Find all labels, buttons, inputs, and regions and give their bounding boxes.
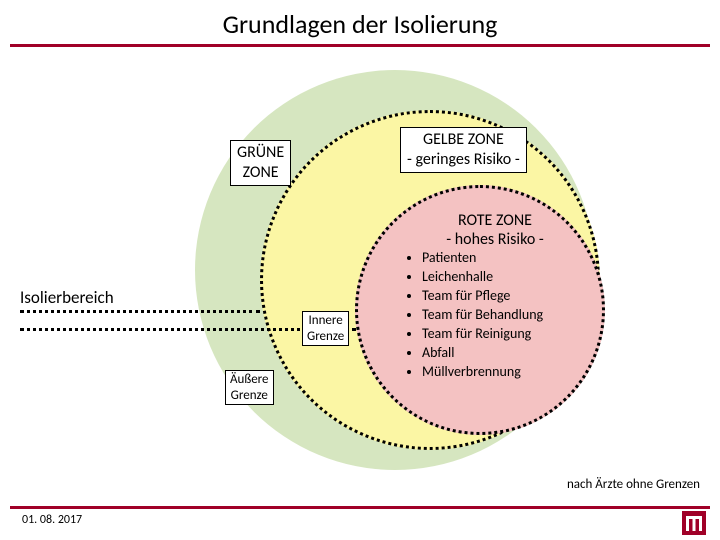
yellow-zone-label-line2: - geringes Risiko - xyxy=(407,150,520,169)
list-item: Abfall xyxy=(422,344,590,363)
yellow-zone-label: GELBE ZONE - geringes Risiko - xyxy=(400,127,527,173)
aussere-grenze-label: Äußere Grenze xyxy=(225,370,274,405)
list-item: Team für Reinigung xyxy=(422,325,590,344)
list-item: Team für Behandlung xyxy=(422,306,590,325)
green-zone-label-line2: ZONE xyxy=(243,163,279,182)
list-item: Müllverbrennung xyxy=(422,363,590,382)
isolation-zone-diagram: GRÜNE ZONE GELBE ZONE - geringes Risiko … xyxy=(0,55,720,465)
innere-grenze-line1: Innere xyxy=(308,313,342,328)
attribution-text: nach Ärzte ohne Grenzen xyxy=(567,477,700,492)
list-item: Patienten xyxy=(422,249,590,268)
list-item: Leichenhalle xyxy=(422,268,590,287)
red-zone-content: ROTE ZONE - hohes Risiko - PatientenLeic… xyxy=(400,211,590,382)
green-zone-label-line1: GRÜNE xyxy=(237,143,284,162)
list-item: Team für Pflege xyxy=(422,287,590,306)
red-zone-heading: ROTE ZONE - hohes Risiko - xyxy=(400,211,590,249)
red-zone-heading-line1: ROTE ZONE xyxy=(458,211,532,230)
outer-connector-line xyxy=(20,310,260,313)
institution-logo xyxy=(682,511,706,535)
footer-date: 01. 08. 2017 xyxy=(0,513,720,527)
innere-grenze-label: Innere Grenze xyxy=(302,311,349,346)
aussere-grenze-line2: Grenze xyxy=(231,388,268,403)
yellow-zone-label-line1: GELBE ZONE xyxy=(423,130,504,149)
red-zone-heading-line2: - hohes Risiko - xyxy=(446,230,544,249)
title-rule xyxy=(10,44,710,47)
red-zone-list: PatientenLeichenhalleTeam für PflegeTeam… xyxy=(400,249,590,381)
green-zone-label: GRÜNE ZONE xyxy=(230,140,291,186)
isolierbereich-label: Isolierbereich xyxy=(20,287,114,308)
page-title: Grundlagen der Isolierung xyxy=(0,0,720,44)
aussere-grenze-line1: Äußere xyxy=(230,372,269,387)
footer: 01. 08. 2017 xyxy=(0,506,720,540)
innere-grenze-line2: Grenze xyxy=(307,329,344,344)
footer-rule xyxy=(10,506,710,509)
